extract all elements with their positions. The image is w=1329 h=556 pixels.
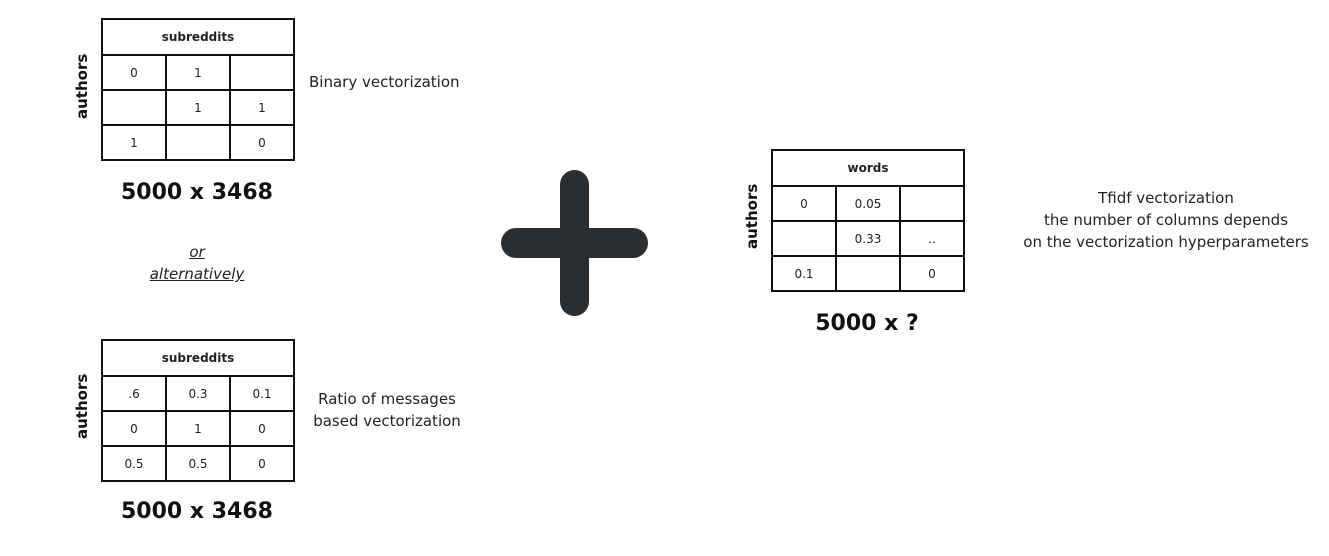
matrix-cell: [835, 255, 901, 292]
binary-caption: Binary vectorization: [309, 73, 460, 91]
alternatively-label: alternatively: [149, 265, 245, 283]
tfidf-caption-line1: Tfidf vectorization: [1098, 189, 1234, 207]
ratio-matrix: subreddits .6 0.3 0.1 0 1 0 0.5 0.5 0: [101, 339, 295, 482]
binary-matrix: subreddits 0 1 1 1 1 0: [101, 18, 295, 161]
ratio-caption-line1: Ratio of messages: [318, 390, 456, 408]
matrix-cell: [165, 124, 231, 161]
binary-dimensions: 5000 x 3468: [121, 180, 273, 205]
or-label: or: [189, 243, 205, 261]
matrix-cell: 0.1: [771, 255, 837, 292]
matrix-cell: 0: [101, 54, 167, 91]
matrix-cell: 0: [229, 410, 295, 447]
matrix-cell: 1: [101, 124, 167, 161]
tfidf-matrix: words 0 0.05 0.33 .. 0.1 0: [771, 149, 965, 292]
matrix-cell: 0.5: [101, 445, 167, 482]
ratio-caption-line2: based vectorization: [313, 412, 461, 430]
matrix-cell: 0: [229, 124, 295, 161]
matrix-cell: 0.05: [835, 185, 901, 222]
matrix-cell: 0.33: [835, 220, 901, 257]
matrix-cell: [771, 220, 837, 257]
matrix-cell: 0: [229, 445, 295, 482]
matrix-cell: 1: [165, 54, 231, 91]
matrix-cell: [101, 89, 167, 126]
matrix-cell: 0: [101, 410, 167, 447]
ratio-matrix-header: subreddits: [101, 339, 295, 377]
matrix-cell: 0.1: [229, 375, 295, 412]
matrix-cell: 0: [899, 255, 965, 292]
tfidf-dimensions: 5000 x ?: [815, 311, 919, 336]
ratio-side-label: authors: [73, 373, 91, 439]
tfidf-side-label: authors: [743, 183, 761, 249]
ratio-dimensions: 5000 x 3468: [121, 499, 273, 524]
tfidf-caption-line3: on the vectorization hyperparameters: [1023, 233, 1309, 251]
tfidf-caption-line2: the number of columns depends: [1043, 211, 1289, 229]
matrix-cell: 0: [771, 185, 837, 222]
matrix-cell: .6: [101, 375, 167, 412]
binary-matrix-header: subreddits: [101, 18, 295, 56]
matrix-cell: ..: [899, 220, 965, 257]
matrix-cell: [899, 185, 965, 222]
binary-side-label: authors: [73, 53, 91, 119]
matrix-cell: 0.5: [165, 445, 231, 482]
matrix-cell: 1: [229, 89, 295, 126]
tfidf-matrix-header: words: [771, 149, 965, 187]
matrix-cell: [229, 54, 295, 91]
matrix-cell: 0.3: [165, 375, 231, 412]
matrix-cell: 1: [165, 410, 231, 447]
matrix-cell: 1: [165, 89, 231, 126]
